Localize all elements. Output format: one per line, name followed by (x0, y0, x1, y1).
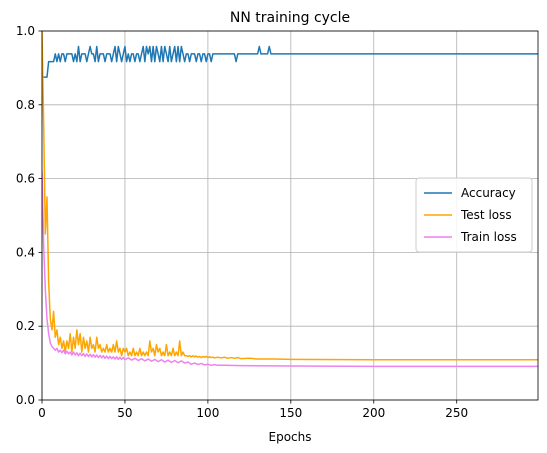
x-tick-label: 150 (279, 406, 302, 420)
x-axis-label: Epochs (269, 430, 312, 444)
y-tick-label: 1.0 (16, 24, 35, 38)
y-tick-label: 0.2 (16, 319, 35, 333)
legend-label: Accuracy (461, 186, 516, 200)
y-tick-label: 0.8 (16, 98, 35, 112)
legend-label: Train loss (460, 230, 517, 244)
series-line-test-loss (42, 31, 538, 361)
y-tick-label: 0.6 (16, 172, 35, 186)
legend: Accuracy Test loss Train loss (415, 177, 533, 253)
chart-title: NN training cycle (230, 10, 350, 26)
x-tick-label: 200 (362, 406, 385, 420)
legend-box (415, 177, 533, 253)
axis-ticks: 0 50 100 150 200 250 0.0 0.2 0.4 0.6 0.8 1.0 (16, 24, 468, 420)
legend-label: Test loss (460, 208, 512, 222)
series-line-train-loss (42, 171, 538, 368)
series-line-accuracy (42, 45, 538, 78)
y-tick-label: 0.4 (16, 245, 35, 259)
x-tick-label: 0 (38, 406, 46, 420)
x-tick-label: 250 (445, 406, 468, 420)
plot-frame (41, 30, 539, 401)
y-tick-label: 0.0 (16, 393, 35, 407)
series-lines (42, 31, 538, 368)
x-tick-label: 100 (196, 406, 219, 420)
x-tick-label: 50 (117, 406, 132, 420)
